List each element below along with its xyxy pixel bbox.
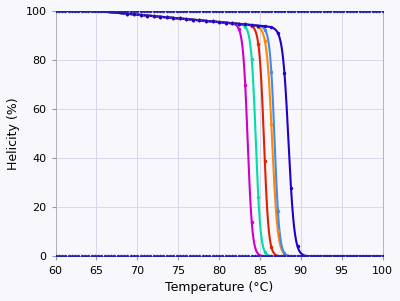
Y-axis label: Helicity (%): Helicity (%) (7, 98, 20, 170)
X-axis label: Temperature (°C): Temperature (°C) (165, 281, 273, 294)
